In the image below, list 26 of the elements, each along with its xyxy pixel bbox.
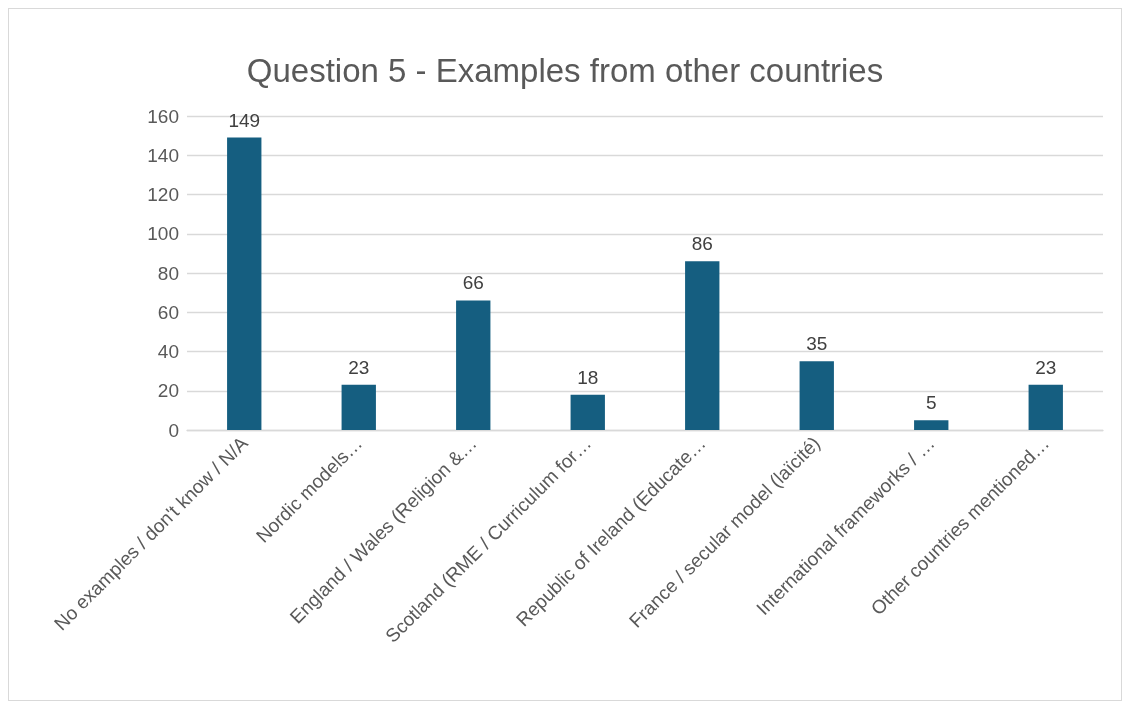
bar (341, 384, 376, 430)
bar (914, 420, 949, 430)
y-tick-label: 40 (157, 341, 179, 362)
data-label: 66 (462, 272, 484, 294)
y-tick-label: 0 (168, 419, 179, 441)
data-label: 18 (577, 366, 599, 388)
bar (685, 261, 720, 430)
data-label: 23 (1035, 356, 1057, 378)
y-tick-label: 80 (157, 262, 179, 284)
bar (227, 137, 262, 430)
bar (570, 394, 605, 430)
y-tick-label: 60 (157, 301, 179, 323)
chart-title: Question 5 - Examples from other countries (246, 52, 884, 89)
y-tick-label: 160 (147, 105, 179, 127)
bar (456, 300, 491, 430)
data-label: 5 (925, 392, 937, 414)
y-tick-label: 140 (147, 144, 179, 166)
bar (799, 361, 834, 430)
y-tick-label: 20 (157, 380, 179, 402)
data-label: 23 (348, 356, 370, 378)
y-tick-label: 100 (147, 223, 179, 245)
data-label: 35 (806, 333, 828, 355)
bar (1028, 384, 1063, 430)
data-label: 86 (691, 233, 713, 255)
y-tick-label: 120 (147, 184, 179, 205)
data-label: 149 (228, 109, 261, 131)
